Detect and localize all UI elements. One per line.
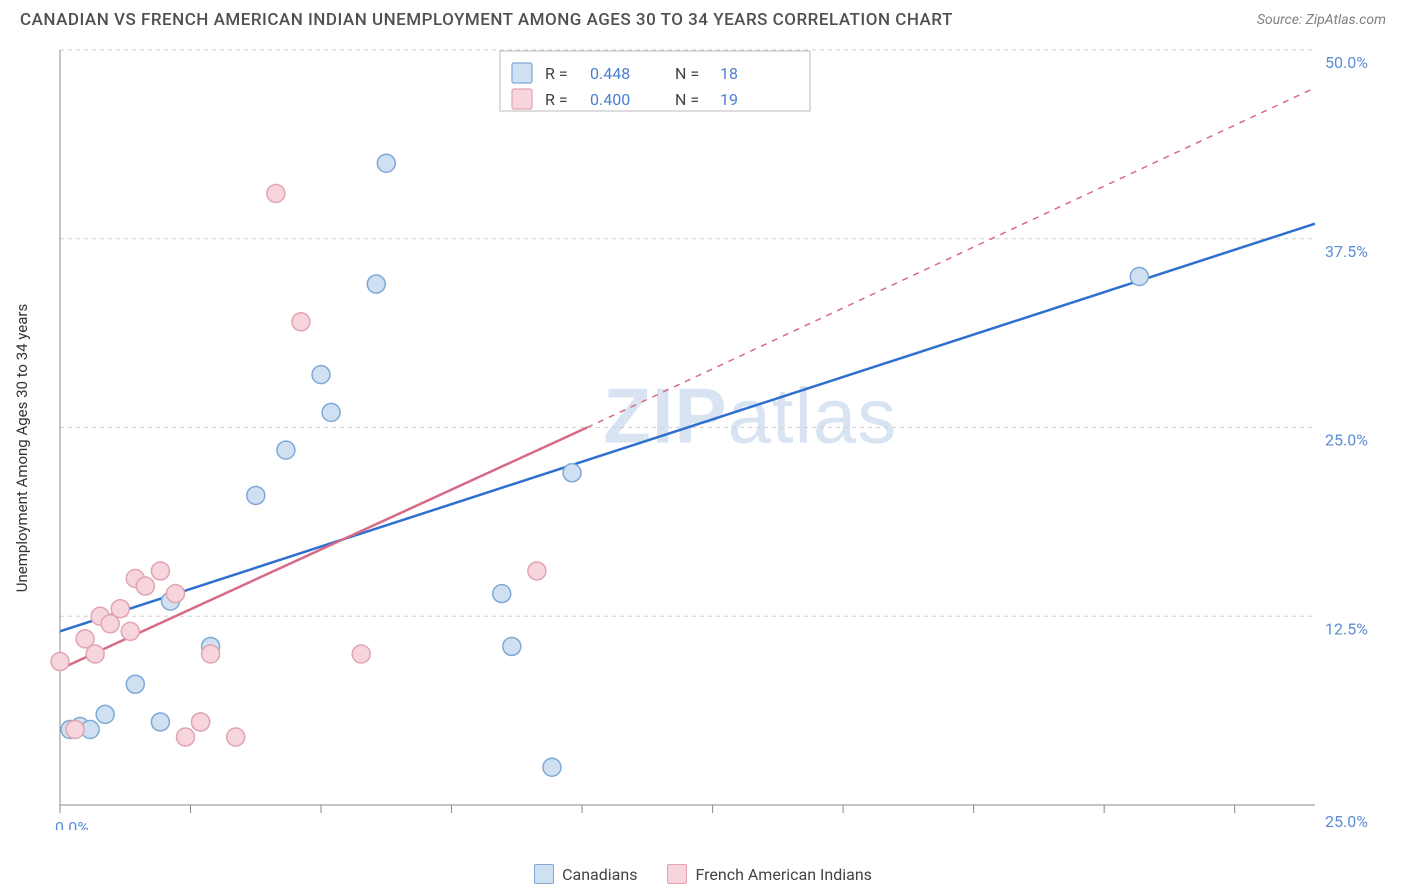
svg-text:37.5%: 37.5% xyxy=(1325,242,1368,261)
legend-item-french: French American Indians xyxy=(667,864,871,884)
svg-text:0.448: 0.448 xyxy=(590,64,630,83)
plot-area: Unemployment Among Ages 30 to 34 years Z… xyxy=(50,45,1391,832)
legend-label: Canadians xyxy=(562,865,637,884)
svg-text:19: 19 xyxy=(720,90,738,109)
scatter-chart: ZIPatlas 12.5% 25.0% 37.5% 50.0% 0.0% 25.0% R =… xyxy=(50,45,1390,830)
svg-text:25.0%: 25.0% xyxy=(1325,812,1368,830)
svg-text:N =: N = xyxy=(675,64,699,83)
svg-text:ZIPatlas: ZIPatlas xyxy=(603,372,897,460)
svg-text:12.5%: 12.5% xyxy=(1325,619,1368,638)
svg-text:R =: R = xyxy=(545,90,568,109)
legend-swatch xyxy=(534,864,554,884)
legend-item-canadians: Canadians xyxy=(534,864,637,884)
svg-text:25.0%: 25.0% xyxy=(1325,431,1368,450)
svg-text:N =: N = xyxy=(675,90,699,109)
chart-title: CANADIAN VS FRENCH AMERICAN INDIAN UNEMP… xyxy=(20,10,953,30)
source-label: Source: ZipAtlas.com xyxy=(1257,12,1386,28)
legend-swatch xyxy=(667,864,687,884)
svg-text:0.0%: 0.0% xyxy=(55,818,89,830)
svg-text:R =: R = xyxy=(545,64,568,83)
svg-text:18: 18 xyxy=(720,64,738,83)
y-axis-label: Unemployment Among Ages 30 to 34 years xyxy=(13,303,31,591)
legend: Canadians French American Indians xyxy=(0,864,1406,884)
svg-text:50.0%: 50.0% xyxy=(1325,53,1368,72)
legend-label: French American Indians xyxy=(695,865,871,884)
svg-text:0.400: 0.400 xyxy=(590,90,630,109)
